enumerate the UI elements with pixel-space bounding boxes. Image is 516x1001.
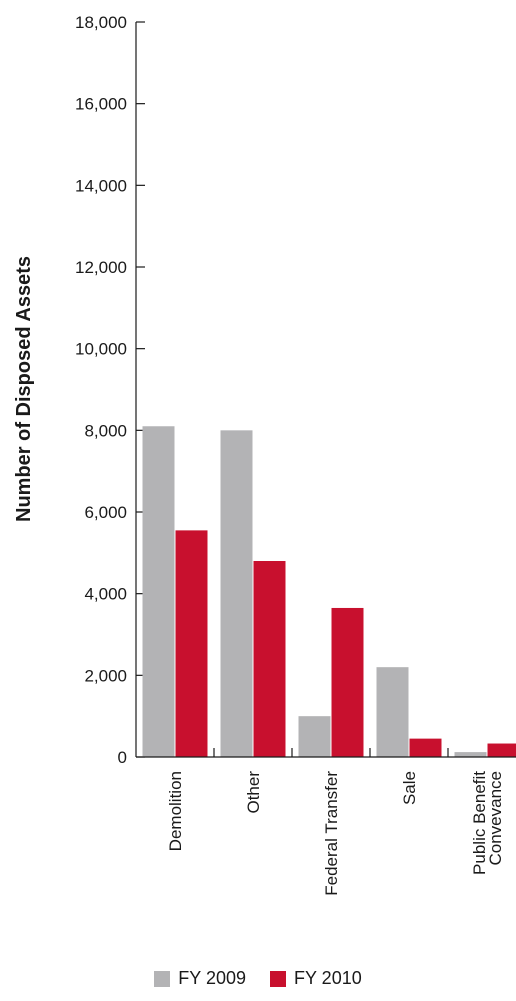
- chart: 0 2,000 4,000 6,000 8,000 10,000 12,000 14,000 1…: [13, 13, 516, 896]
- legend-swatch: [154, 970, 171, 987]
- bar-fy-2009: [298, 716, 331, 757]
- y-tick-label: 16,000: [75, 95, 127, 114]
- y-axis-label: Number of Disposed Assets: [13, 256, 35, 522]
- legend-swatch: [270, 970, 286, 987]
- y-tick-label: 10,000: [75, 340, 127, 359]
- x-tick-label: Federal Transfer: [322, 771, 341, 896]
- legend-item-fy2009: FY 2009: [154, 968, 246, 989]
- bar-fy-2010: [331, 607, 364, 757]
- y-tick-label: 18,000: [75, 13, 127, 32]
- x-tick-label: Other: [244, 771, 263, 814]
- y-tick-label: 0: [118, 748, 127, 767]
- y-tick-label: 8,000: [84, 421, 127, 440]
- y-tick-label: 2,000: [84, 666, 127, 685]
- x-tick-label: Public Benefit: [470, 771, 489, 875]
- bar-fy-2010: [409, 738, 442, 757]
- bar-fy-2010: [487, 743, 516, 757]
- x-tick-label: Demolition: [166, 771, 185, 851]
- y-tick-label: 14,000: [75, 176, 127, 195]
- x-tick-label: Sale: [400, 771, 419, 805]
- bar-fy-2010: [175, 530, 208, 757]
- bar-fy-2009: [376, 667, 409, 757]
- y-tick-label: 12,000: [75, 258, 127, 277]
- bars: [142, 426, 516, 757]
- legend-label: FY 2010: [294, 968, 362, 988]
- bar-fy-2009: [142, 426, 175, 757]
- y-tick-label: 6,000: [84, 503, 127, 522]
- bar-fy-2010: [253, 561, 286, 757]
- y-tick-label: 4,000: [84, 585, 127, 604]
- y-axis: 0 2,000 4,000 6,000 8,000 10,000 12,000 14,000 1…: [75, 13, 145, 767]
- legend-label: FY 2009: [178, 968, 246, 988]
- bar-fy-2009: [454, 752, 487, 757]
- legend: FY 2009 FY 2010: [0, 968, 516, 989]
- x-axis: Demolition Other Federal Transfer Sale Publi…: [136, 748, 516, 896]
- bar-fy-2009: [220, 430, 253, 757]
- x-tick-label: Convevance: [486, 771, 505, 866]
- legend-item-fy2010: FY 2010: [270, 968, 362, 989]
